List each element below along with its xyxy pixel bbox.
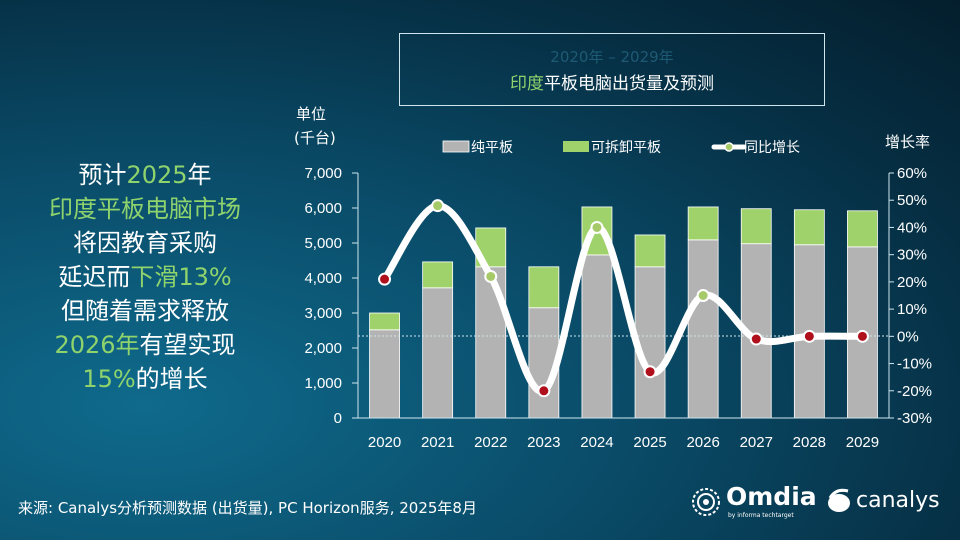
source-footer: 来源: Canalys分析预测数据 (出货量), PC Horizon服务, 2… [18,499,477,517]
headline-highlight: 下滑13% [130,263,232,291]
headline-line: 印度平板电脑市场 [20,192,270,226]
chart-title-green: 印度 [510,74,544,94]
growth-point [590,220,604,234]
x-tick-label: 2021 [421,434,454,451]
y-tick-label: 3,000 [304,305,342,322]
headline-line: 但随着需求释放 [20,294,270,328]
bar-pure [369,329,400,419]
x-tick-label: 2026 [686,434,719,451]
y2-tick-label: 10% [897,301,927,318]
y2-tick-label: 20% [897,274,927,291]
growth-point [484,269,498,283]
headline-highlight: 2026年 [54,331,140,359]
x-tick-label: 2028 [793,434,826,451]
y-axis-label-line1: 单位 [296,105,326,123]
x-tick-label: 2029 [846,434,879,451]
growth-point [378,272,392,286]
bar-pure [475,266,507,419]
y2-tick-label: 40% [897,219,927,236]
headline-segment: 年 [187,161,212,189]
omdia-logo-text: Omdia [726,482,817,511]
headline-segment: 的增长 [135,365,208,393]
growth-point [431,199,445,213]
y-axis-label-line2: (千台) [294,129,336,147]
y2-tick-label: -10% [897,356,932,373]
bar-pure [422,287,454,419]
bar-detachable [528,266,560,309]
canalys-logo-icon [828,488,850,512]
chart-title-years: 2020年 – 2029年 [550,48,674,66]
y2-tick-label: 30% [897,247,927,264]
headline-line: 延迟而下滑13% [20,260,270,294]
y-tick-label: 2,000 [304,340,342,357]
growth-point [537,384,551,398]
y-tick-label: 7,000 [304,165,342,182]
bar-detachable [634,234,666,268]
bar-detachable [740,208,772,245]
bar-pure [687,239,719,419]
y-tick-label: 1,000 [304,375,342,392]
x-tick-label: 2022 [474,434,507,451]
x-tick-label: 2027 [740,434,773,451]
y2-tick-label: -20% [897,383,932,400]
headline-segment: 将因教育采购 [73,229,217,257]
chart-title: 印度平板电脑出货量及预测 [400,69,824,94]
headline-line: 2026年有望实现 [20,328,270,362]
chart-title-box: 2020年 – 2029年 印度平板电脑出货量及预测 [399,33,825,106]
y2-tick-label: 0% [897,328,919,345]
bar-detachable [687,206,719,241]
headline-line: 预计2025年 [20,158,270,192]
headline-segment: 但随着需求释放 [61,297,229,325]
y2-tick-label: 50% [897,192,927,209]
headline-line: 15%的增长 [20,362,270,396]
bar-detachable [422,261,454,289]
legend-swatch-pure [442,140,470,153]
headline-text: 预计2025年印度平板电脑市场 将因教育采购延迟而下滑13% 但随着需求释放 2026… [20,158,270,396]
growth-point [749,332,763,346]
legend-marker-growth [724,142,734,152]
omdia-logo-subtext: by informa techtarget [728,512,794,519]
legend-label-growth: 同比增长 [744,140,800,156]
growth-point [643,365,657,379]
y2-tick-label: 60% [897,165,927,182]
x-tick-label: 2020 [368,434,401,451]
growth-point [855,329,869,343]
bar-detachable [369,312,400,331]
bar-detachable [847,210,878,248]
y-tick-label: 0 [334,410,342,427]
headline-segment: 延迟而 [58,263,131,291]
legend-swatch-detachable [563,141,589,152]
y-tick-label: 4,000 [304,270,342,287]
legend-label-detachable: 可拆卸平板 [591,140,661,156]
x-tick-label: 2025 [633,434,666,451]
growth-point [802,329,816,343]
chart-title-rest: 平板电脑出货量及预测 [544,74,714,94]
headline-line: 将因教育采购 [20,226,270,260]
headline-highlight: 2025 [126,161,188,189]
y2-axis-label: 增长率 [885,133,930,151]
bar-detachable [793,209,825,246]
headline-segment: 有望实现 [139,331,236,359]
omdia-logo-icon [692,488,720,516]
headline-segment: 预计 [78,161,127,189]
y-tick-label: 5,000 [304,235,342,252]
canalys-logo-text: canalys [856,488,940,513]
x-tick-label: 2023 [527,434,560,451]
headline-highlight: 15% [82,365,136,393]
legend-label-pure: 纯平板 [471,140,513,156]
x-tick-label: 2024 [580,434,613,451]
growth-line [381,202,866,395]
headline-highlight: 印度平板电脑市场 [49,195,241,223]
growth-point [696,289,710,302]
y-tick-label: 6,000 [304,200,342,217]
y2-tick-label: -30% [897,410,932,427]
